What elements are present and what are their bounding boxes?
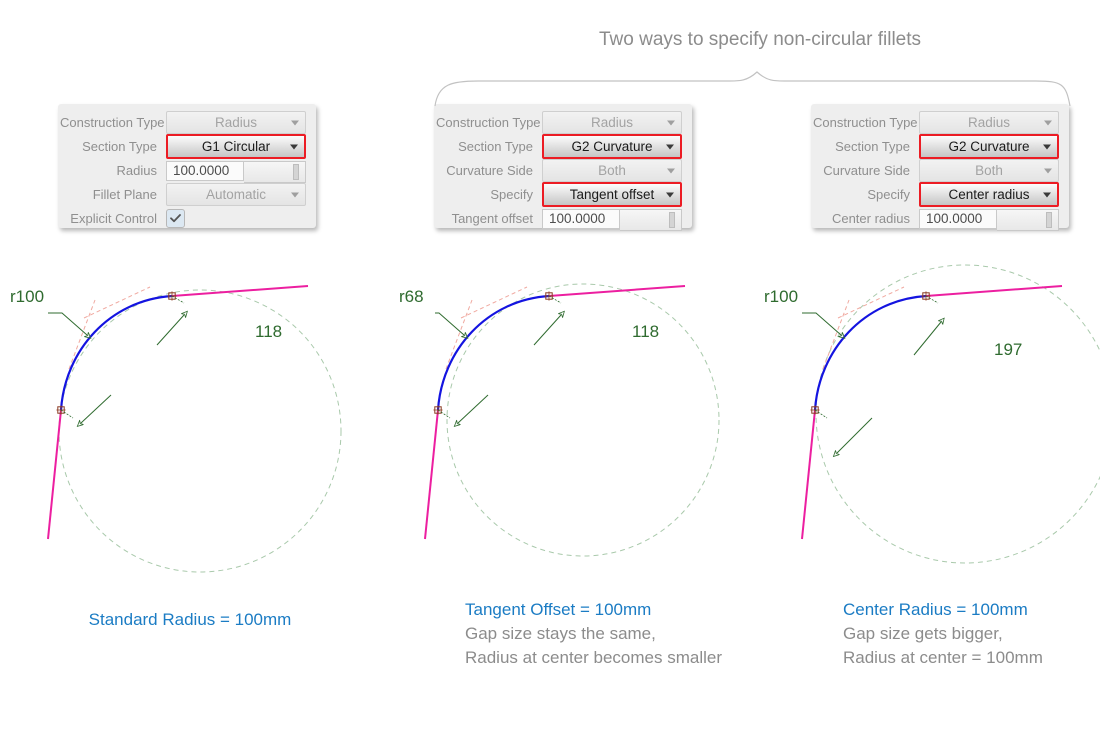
- svg-text:118: 118: [632, 322, 659, 341]
- svg-text:r68: r68: [399, 287, 424, 306]
- svg-text:r100: r100: [764, 287, 798, 306]
- svg-text:118: 118: [255, 322, 282, 341]
- svg-text:r100: r100: [10, 287, 44, 306]
- svg-text:197: 197: [994, 340, 1022, 359]
